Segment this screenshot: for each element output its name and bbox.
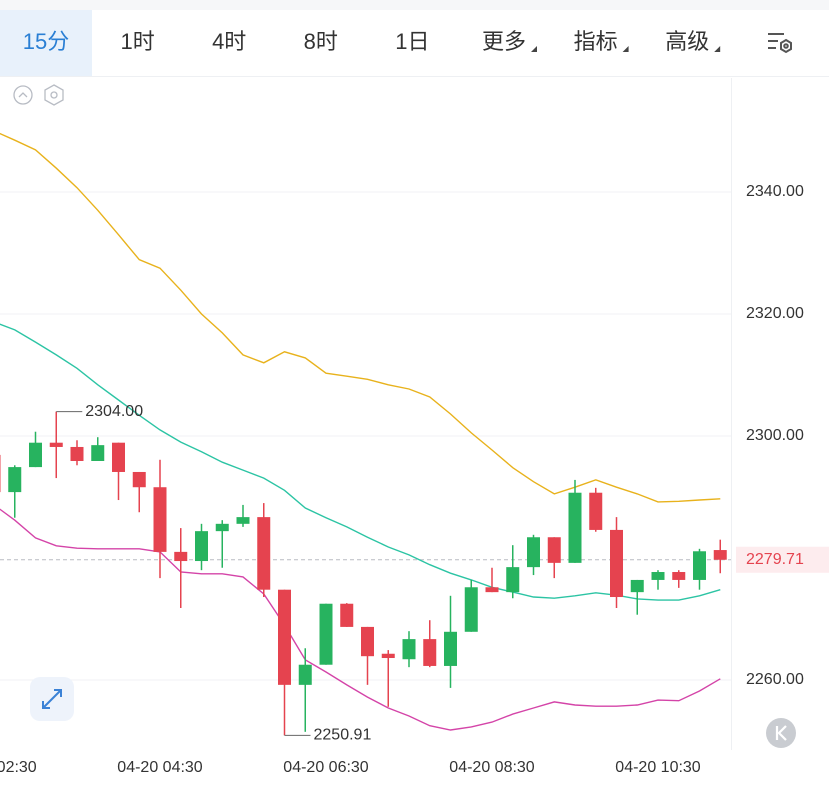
tab[interactable]: 更多 — [482, 29, 537, 54]
candle-body — [0, 454, 1, 493]
candle-body — [693, 551, 706, 580]
candle-body — [215, 523, 229, 532]
annotation-label: 2250.91 — [314, 727, 372, 744]
candle-body — [402, 639, 416, 660]
dropdown-caret — [714, 46, 721, 52]
tab-label[interactable]: 8时 — [304, 29, 338, 54]
tab[interactable]: 1日 — [395, 29, 429, 54]
candle-body — [132, 471, 146, 488]
tab[interactable]: 4时 — [212, 29, 246, 54]
tab-highlight — [0, 10, 92, 76]
grid — [0, 191, 731, 681]
x-tick-label: 04-20 08:30 — [449, 759, 535, 776]
candle-body — [651, 572, 665, 580]
tab-label[interactable]: 指标 — [574, 29, 618, 54]
candle-body — [610, 529, 623, 598]
y-tick-label: 2260.00 — [746, 671, 804, 688]
candle-body — [70, 446, 84, 461]
candle-body — [568, 492, 582, 563]
moving-average-line — [0, 508, 721, 731]
tab[interactable]: 15分 — [0, 10, 92, 76]
candle-body — [91, 445, 105, 461]
last-price-label: 2279.71 — [746, 551, 804, 568]
candle-body — [29, 442, 42, 468]
candle-body — [236, 517, 250, 524]
candle-body — [630, 579, 644, 593]
fullscreen-button[interactable] — [30, 677, 74, 721]
tab-label[interactable]: 高级 — [665, 29, 709, 54]
candle-body — [153, 487, 167, 552]
tab-label[interactable]: 1时 — [120, 29, 154, 54]
candle-body — [672, 572, 686, 580]
candle-body — [49, 442, 63, 447]
x-tick-label: 04-20 06:30 — [283, 759, 369, 776]
candle-body — [381, 653, 395, 659]
candle-body — [547, 537, 561, 563]
candle-body — [340, 603, 354, 627]
dropdown-caret — [531, 46, 537, 52]
x-tick-label: 04-20 04:30 — [117, 759, 203, 776]
candle-body — [444, 631, 457, 666]
overlay: 2304.00 2250.91 2279.71 — [56, 403, 829, 744]
tab[interactable]: 8时 — [304, 29, 338, 54]
tab[interactable]: 高级 — [665, 29, 721, 54]
candle-body — [423, 639, 437, 666]
tab[interactable]: 指标 — [574, 29, 629, 54]
x-axis: 04-20 02:30 04-20 04:30 04-20 06:30 04-20 0… — [0, 759, 701, 776]
tab[interactable]: 1时 — [120, 29, 154, 54]
toolbar: 15分 1时 4时 8时 1日 更多 指标 高级 — [0, 10, 721, 76]
moving-average-line — [0, 132, 721, 503]
last-price-tag — [736, 546, 829, 573]
x-tick-label: 04-20 10:30 — [615, 759, 701, 776]
candle-body — [589, 492, 603, 530]
settings-icon[interactable] — [768, 33, 792, 54]
candle-body — [112, 442, 125, 472]
tab-label[interactable]: 更多 — [482, 29, 526, 54]
candle-body — [8, 467, 22, 493]
candle-body — [464, 587, 478, 632]
dropdown-caret — [622, 46, 629, 52]
y-tick-label: 2320.00 — [746, 305, 804, 322]
indicator-settings-icon[interactable] — [44, 84, 64, 106]
k-line-button[interactable] — [766, 718, 796, 748]
candle-body — [319, 603, 333, 665]
y-tick-label: 2340.00 — [746, 183, 804, 200]
tab-label[interactable]: 4时 — [212, 29, 246, 54]
y-tick-label: 2300.00 — [746, 427, 804, 444]
candle-body — [195, 531, 208, 562]
candle-body — [174, 551, 188, 562]
top-strip — [0, 0, 829, 10]
candle-body — [257, 517, 271, 590]
annotation-label: 2304.00 — [85, 403, 143, 420]
tab-label[interactable]: 15分 — [23, 29, 69, 54]
candle-body — [298, 664, 312, 685]
x-tick-label: 04-20 02:30 — [0, 759, 37, 776]
candle-body — [361, 626, 374, 657]
collapse-icon[interactable] — [13, 85, 33, 105]
candle-body — [485, 587, 499, 593]
candle-body — [278, 589, 291, 685]
tab-label[interactable]: 1日 — [395, 29, 429, 54]
candle-body — [713, 550, 727, 560]
candle-body — [506, 567, 520, 593]
candle-body — [527, 537, 540, 568]
plot-area — [0, 132, 731, 736]
moving-average-line — [0, 323, 721, 601]
y-axis: 2260.00 2300.00 2320.00 2340.00 — [746, 183, 804, 688]
